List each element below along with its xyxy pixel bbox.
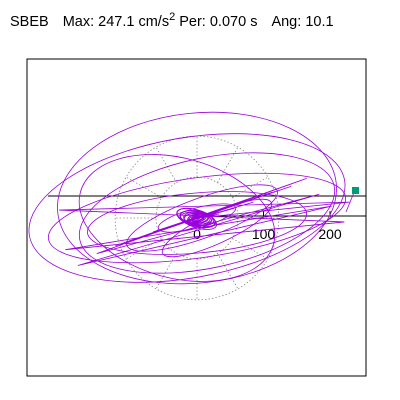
trace-loop [78,154,276,282]
trace-loop [57,111,337,285]
trace-cluster-loop [179,210,217,229]
trace-loop [78,152,336,274]
plot-header: SBEB Max: 247.1 cm/s2 Per: 0.070 s Ang: 10… [10,11,334,30]
ang-value: 10.1 [305,14,334,30]
trace-group [28,111,350,285]
max-unit: cm/s [138,14,170,30]
per-value: 0.070 [209,14,247,30]
per-unit: s [250,14,258,30]
trace-cluster-loop [187,213,210,224]
per-label: Per: [179,14,206,30]
trace-loop [28,133,346,283]
axis-tick-label: 100 [252,226,276,242]
max-unit-power: 2 [169,11,176,23]
max-marker [352,187,359,194]
trace-loop [47,172,347,264]
grid-spoke [217,146,239,183]
plot-frame [26,58,367,377]
ang-label: Ang: [271,14,302,30]
axis-tick-label: 0 [193,226,201,242]
station-code: SBEB [10,14,49,30]
max-label: Max: [62,14,95,30]
trace-path [59,178,350,266]
axis-tick-label: 200 [318,226,342,242]
max-marker-group [345,187,359,213]
trace-cluster-loop [176,207,218,230]
max-value: 247.1 [98,14,135,30]
trace-loop [86,191,308,255]
